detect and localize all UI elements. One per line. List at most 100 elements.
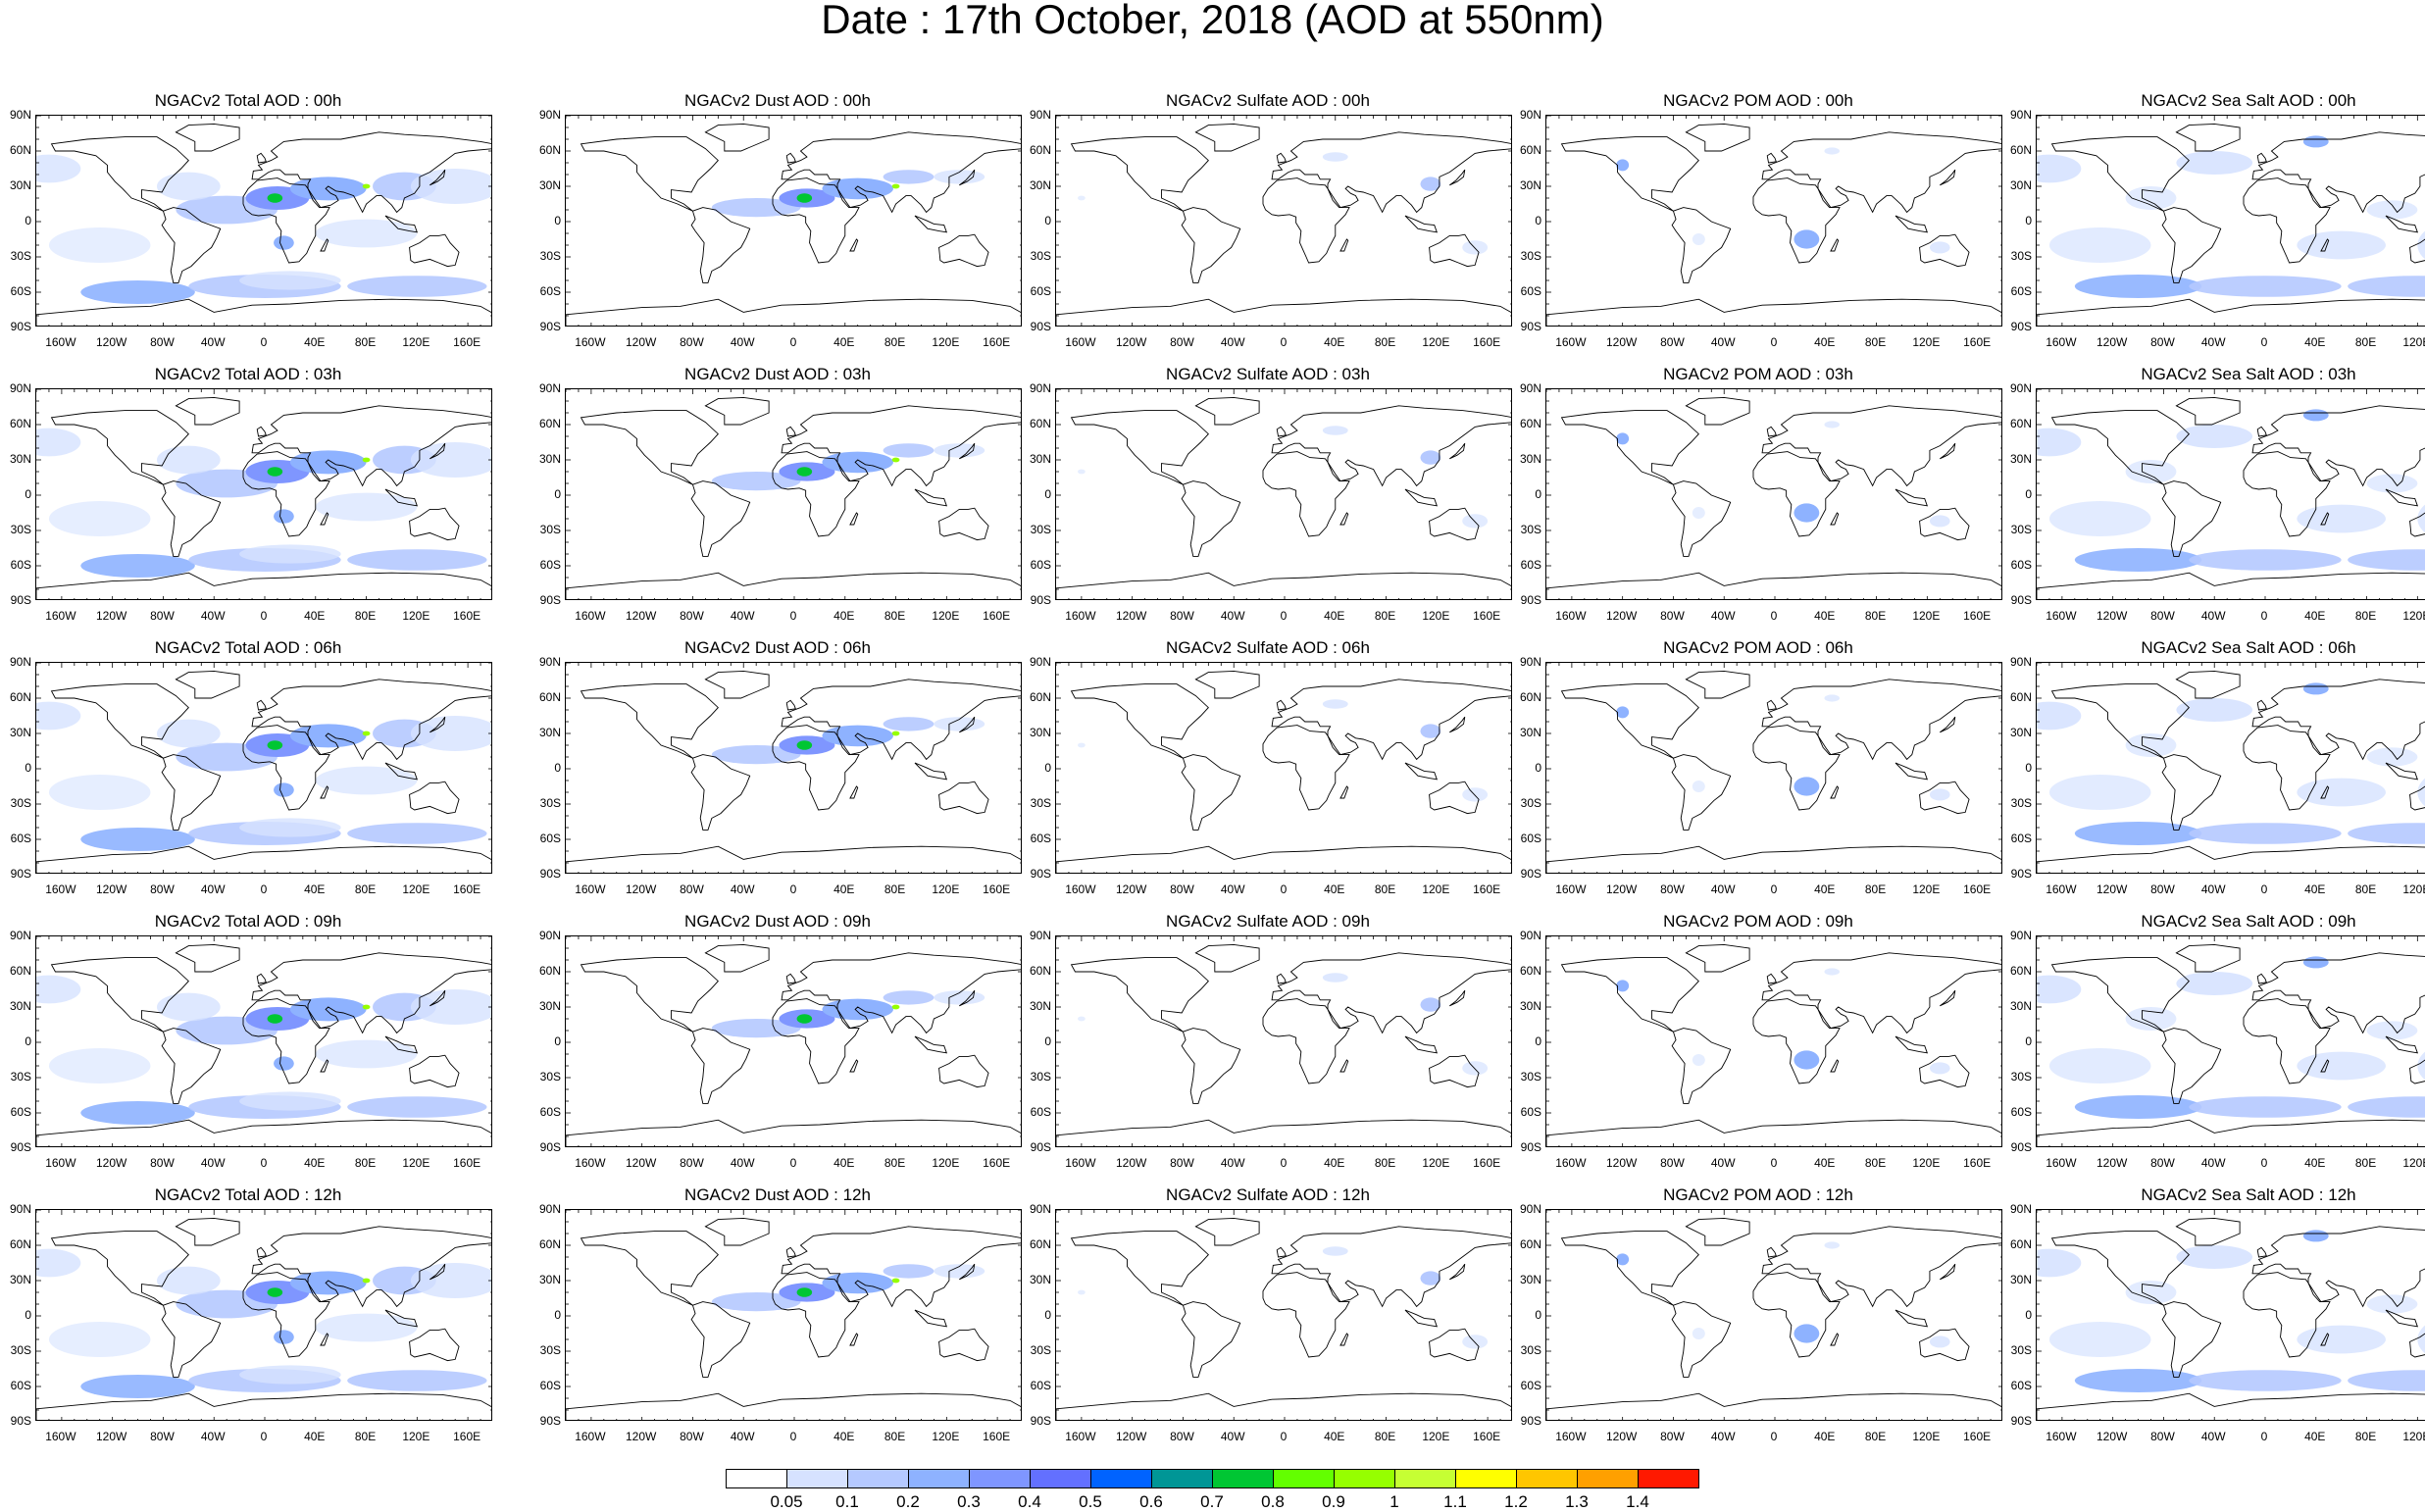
- lat-tick-label: 30N: [9, 452, 31, 466]
- aod-shading: [2074, 1369, 2202, 1392]
- coastline: [1449, 442, 1466, 460]
- lon-tick-label: 80E: [1864, 1156, 1887, 1170]
- aod-shading: [2348, 823, 2425, 844]
- coastline: [959, 442, 976, 460]
- colorbar-label: 0.4: [1018, 1492, 1041, 1511]
- lon-tick-label: 120W: [1605, 1156, 1638, 1170]
- coastline: [2385, 215, 2419, 233]
- map-frame: [2036, 115, 2425, 327]
- lon-tick-label: 0: [260, 882, 268, 896]
- aod-shading: [883, 717, 935, 731]
- aod-shading: [347, 823, 487, 844]
- coastline: [1181, 1301, 1241, 1378]
- lon-tick-label: 0: [1770, 1430, 1778, 1443]
- aod-map: [2037, 116, 2425, 326]
- coastline: [1766, 152, 1777, 164]
- coastline: [409, 1328, 460, 1362]
- aod-shading: [2048, 1322, 2151, 1357]
- aod-shading: [2048, 1048, 2151, 1084]
- colorbar-swatch: [1334, 1469, 1395, 1488]
- aod-map: [36, 116, 491, 326]
- coastline: [36, 298, 491, 326]
- coastline: [1404, 762, 1439, 781]
- coastline: [2385, 1035, 2419, 1054]
- map-frame: [565, 115, 1022, 327]
- coastline: [1449, 716, 1466, 733]
- aod-shading: [1078, 469, 1086, 475]
- lat-tick-label: 60S: [1030, 558, 1051, 572]
- aod-shading: [1616, 159, 1630, 172]
- lon-tick-label: 160W: [2046, 335, 2077, 349]
- map-frame: [1055, 1209, 1512, 1421]
- aod-map: [566, 116, 1021, 326]
- lat-tick-label: 90N: [1519, 655, 1541, 669]
- lon-tick-label: 0: [1770, 335, 1778, 349]
- aod-shading: [1692, 1054, 1705, 1066]
- coastline: [849, 512, 859, 526]
- aod-shading: [2176, 425, 2253, 448]
- lon-tick-label: 80W: [1660, 882, 1685, 896]
- map-frame: [1545, 115, 2002, 327]
- coastline: [1919, 507, 1970, 541]
- lat-tick-label: 90S: [1520, 1414, 1541, 1428]
- lat-tick-label: 90S: [539, 593, 561, 607]
- aod-map: [36, 389, 491, 599]
- map-panel: NGACv2 Sea Salt AOD : 06h 90N 60N 30N 0 30S 60…: [2000, 638, 2425, 903]
- aod-shading: [289, 724, 367, 748]
- aod-shading: [2417, 504, 2425, 533]
- aod-shading: [883, 990, 935, 1005]
- lon-tick-label: 40E: [1814, 1156, 1836, 1170]
- coastline: [566, 1392, 1021, 1420]
- coastline: [175, 670, 240, 699]
- coastline: [36, 1119, 491, 1146]
- coastline: [704, 943, 770, 973]
- lat-tick-label: 90N: [538, 381, 561, 395]
- panel-title: NGACv2 Sea Salt AOD : 09h: [2141, 912, 2356, 931]
- lon-tick-label: 40W: [2200, 1430, 2226, 1443]
- coastline: [2243, 177, 2331, 264]
- map-frame: [1545, 935, 2002, 1147]
- coastline: [1070, 136, 1209, 212]
- lat-tick-label: 60N: [9, 964, 31, 978]
- lon-tick-label: 120W: [95, 609, 127, 623]
- lat-tick-label: 90S: [1030, 320, 1051, 333]
- lon-tick-label: 40W: [730, 609, 755, 623]
- lon-tick-label: 160W: [1555, 335, 1587, 349]
- lon-tick-label: 0: [1280, 1430, 1288, 1443]
- lon-tick-label: 160E: [983, 609, 1011, 623]
- map-frame: [1545, 662, 2002, 874]
- lon-tick-label: 40W: [1710, 609, 1736, 623]
- coastline: [849, 785, 859, 799]
- lat-tick-label: 30N: [538, 178, 561, 192]
- map-panel: NGACv2 Sea Salt AOD : 00h 90N 60N 30N 0 30S 60…: [2000, 91, 2425, 356]
- colorbar-label: 0.3: [957, 1492, 981, 1511]
- aod-shading: [267, 467, 283, 477]
- coastline: [1919, 781, 1970, 815]
- aod-shading: [274, 235, 294, 250]
- aod-shading: [156, 719, 221, 748]
- coastline: [1056, 572, 1511, 599]
- coastline: [2037, 1119, 2425, 1146]
- coastline: [1194, 396, 1260, 426]
- coastline: [580, 136, 719, 212]
- aod-shading: [2366, 1021, 2418, 1040]
- coastline: [429, 1263, 446, 1281]
- lat-tick-label: 90S: [10, 320, 31, 333]
- map-frame: [35, 935, 492, 1147]
- aod-shading: [2176, 151, 2253, 175]
- lon-tick-label: 120E: [1912, 335, 1941, 349]
- lon-tick-label: 40E: [1814, 609, 1836, 623]
- lon-tick-label: 120E: [932, 882, 960, 896]
- lon-tick-label: 120E: [402, 335, 430, 349]
- lat-tick-label: 90N: [9, 1202, 31, 1216]
- aod-shading: [1824, 694, 1841, 702]
- coastline: [2385, 762, 2419, 781]
- panel-title: NGACv2 Sulfate AOD : 12h: [1166, 1185, 1370, 1204]
- lat-tick-label: 0: [554, 1034, 561, 1048]
- coastline: [242, 451, 330, 537]
- aod-shading: [822, 451, 893, 474]
- coastline: [1429, 233, 1480, 268]
- aod-shading: [1322, 1246, 1348, 1256]
- lat-tick-label: 30S: [1030, 523, 1051, 536]
- map-frame: [2036, 662, 2425, 874]
